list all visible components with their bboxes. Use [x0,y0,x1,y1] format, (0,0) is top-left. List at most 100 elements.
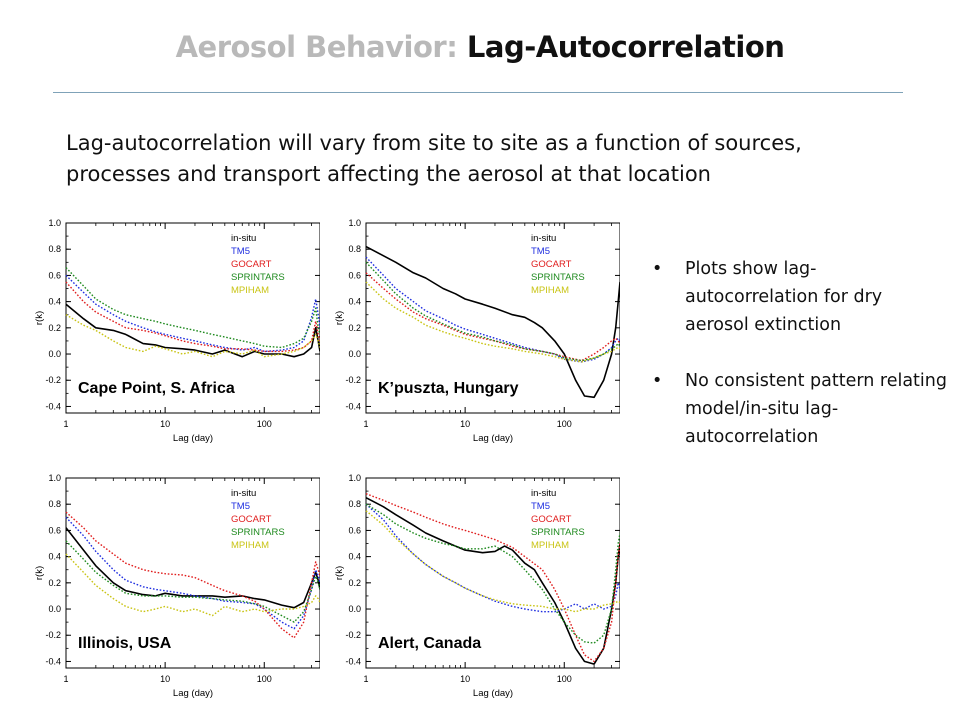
series-line-tm5 [365,256,620,363]
series-line-sprintars [65,267,320,349]
chart-kpuszta: 1.0 0.8 0.6 0.4 0.2 0.0 -0.2 -0.41 10 100 Lag (day… [334,218,620,444]
chart-panel-kpuszta: 1.0 0.8 0.6 0.4 0.2 0.0 -0.2 -0.4 1 10 100 Lag (day… [330,215,620,455]
plot-area: 1.0 0.8 0.6 0.4 0.2 0.0 -0.2 -0.41 10 100 Lag (day… [334,218,620,444]
x-axis-label: Lag (day) [173,433,213,444]
legend-entry-tm5: TM5 [231,501,250,512]
y-tick-label: 0.6 [48,270,61,280]
y-tick-label: 0.6 [348,270,361,280]
chart-cape-point: 1.0 0.8 0.6 0.4 0.2 0.0 -0.2 -0.41 10 100 Lag (day… [34,218,320,444]
legend-entry-mpiham: MPIHAM [531,285,569,296]
legend-entry-sprintars: SPRINTARS [231,272,285,283]
legend-entry-tm5: TM5 [231,246,250,257]
chart-panel-alert: 1.0 0.8 0.6 0.4 0.2 0.0 -0.2 -0.4 1 10 100 Lag (day… [330,470,620,710]
y-tick-label: 0.8 [348,499,361,509]
x-tick-label: 100 [257,674,272,684]
plot-frame [65,222,320,414]
intro-line-1: Lag-autocorrelation will vary from site … [66,131,802,155]
y-tick-label: 0.4 [48,552,61,562]
series-line-in-situ [365,245,620,399]
series-line-gocart [365,493,620,663]
chart-panel-illinois: 1.0 0.8 0.6 0.4 0.2 0.0 -0.2 -0.4 1 10 100 Lag (day… [30,470,320,710]
y-tick-label: -0.4 [345,656,361,666]
y-tick-label: 1.0 [48,218,61,228]
series-line-mpiham [65,553,320,617]
series-line-tm5 [65,516,320,630]
y-tick-label: -0.2 [45,630,61,640]
x-tick-label: 100 [257,419,272,429]
y-tick-label: -0.4 [345,401,361,411]
y-tick-label: 0.6 [48,525,61,535]
slide-title: Aerosol Behavior: Lag-Autocorrelation [0,30,960,64]
chart-panel-cape-point: 1.0 0.8 0.6 0.4 0.2 0.0 -0.2 -0.4 1 10 100 Lag (day… [30,215,320,455]
series-line-in-situ [65,527,320,609]
legend-entry-tm5: TM5 [531,246,550,257]
series-line-tm5 [65,274,320,353]
series-line-mpiham [365,510,620,613]
plot-frame [365,477,620,669]
bullet-item: • Plots show lag-autocorrelation for dry… [648,255,948,339]
y-tick-label: 0.2 [48,578,61,588]
plot-frame [365,222,620,414]
x-tick-label: 1 [363,419,368,429]
y-tick-label: -0.2 [45,375,61,385]
legend-entry-tm5: TM5 [531,501,550,512]
x-axis-label: Lag (day) [473,688,513,699]
x-tick-label: 10 [160,419,170,429]
site-label: Illinois, USA [78,635,172,652]
y-tick-label: 0.2 [348,578,361,588]
series-line-sprintars [65,540,320,623]
y-tick-label: 0.6 [348,525,361,535]
bullet-list: • Plots show lag-autocorrelation for dry… [648,255,948,479]
x-tick-label: 10 [460,674,470,684]
legend-entry-mpiham: MPIHAM [231,540,269,551]
plot-area: 1.0 0.8 0.6 0.4 0.2 0.0 -0.2 -0.41 10 100 Lag (day… [334,473,620,699]
legend-entry-sprintars: SPRINTARS [531,527,585,538]
legend-entry-mpiham: MPIHAM [231,285,269,296]
y-tick-label: -0.4 [45,401,61,411]
y-tick-label: 0.0 [348,604,361,614]
chart-illinois: 1.0 0.8 0.6 0.4 0.2 0.0 -0.2 -0.41 10 100 Lag (day… [34,473,320,699]
y-tick-label: 1.0 [348,218,361,228]
y-axis-label: r(k) [34,566,45,580]
legend-entry-in-situ: in-situ [231,488,256,499]
x-tick-label: 1 [363,674,368,684]
legend-entry-gocart: GOCART [531,514,572,525]
y-tick-label: 0.0 [348,349,361,359]
y-axis-label: r(k) [334,566,345,580]
y-tick-label: -0.2 [345,375,361,385]
slide-title-prefix: Aerosol Behavior: [175,30,458,64]
series-line-gocart [365,272,620,362]
legend-entry-mpiham: MPIHAM [531,540,569,551]
intro-text: Lag-autocorrelation will vary from site … [66,128,866,190]
bullet-dot: • [652,371,663,391]
title-divider [53,92,903,93]
x-tick-label: 100 [557,674,572,684]
y-tick-label: 0.8 [48,244,61,254]
series-line-mpiham [365,281,620,363]
x-axis-label: Lag (day) [473,433,513,444]
y-axis-label: r(k) [34,311,45,325]
plot-area: 1.0 0.8 0.6 0.4 0.2 0.0 -0.2 -0.41 10 100 Lag (day… [34,473,320,699]
bullet-text: No consistent pattern relating model/in-… [685,371,947,447]
intro-line-2: processes and transport affecting the ae… [66,162,711,186]
slide-title-main: Lag-Autocorrelation [466,30,785,64]
site-label: K’puszta, Hungary [378,380,519,397]
series-line-gocart [65,281,320,353]
series-line-gocart [65,511,320,639]
site-label: Alert, Canada [378,635,481,652]
legend-entry-in-situ: in-situ [231,233,256,244]
y-tick-label: 0.2 [348,323,361,333]
x-tick-label: 10 [460,419,470,429]
y-tick-label: -0.4 [45,656,61,666]
bullet-dot: • [652,259,663,279]
y-tick-label: 0.4 [348,552,361,562]
x-axis-label: Lag (day) [173,688,213,699]
legend-entry-in-situ: in-situ [531,488,556,499]
y-tick-label: 0.2 [48,323,61,333]
x-tick-label: 1 [63,674,68,684]
legend-entry-in-situ: in-situ [531,233,556,244]
y-tick-label: 1.0 [348,473,361,483]
plot-frame [65,477,320,669]
series-line-sprintars [365,503,620,644]
legend-entry-sprintars: SPRINTARS [231,527,285,538]
